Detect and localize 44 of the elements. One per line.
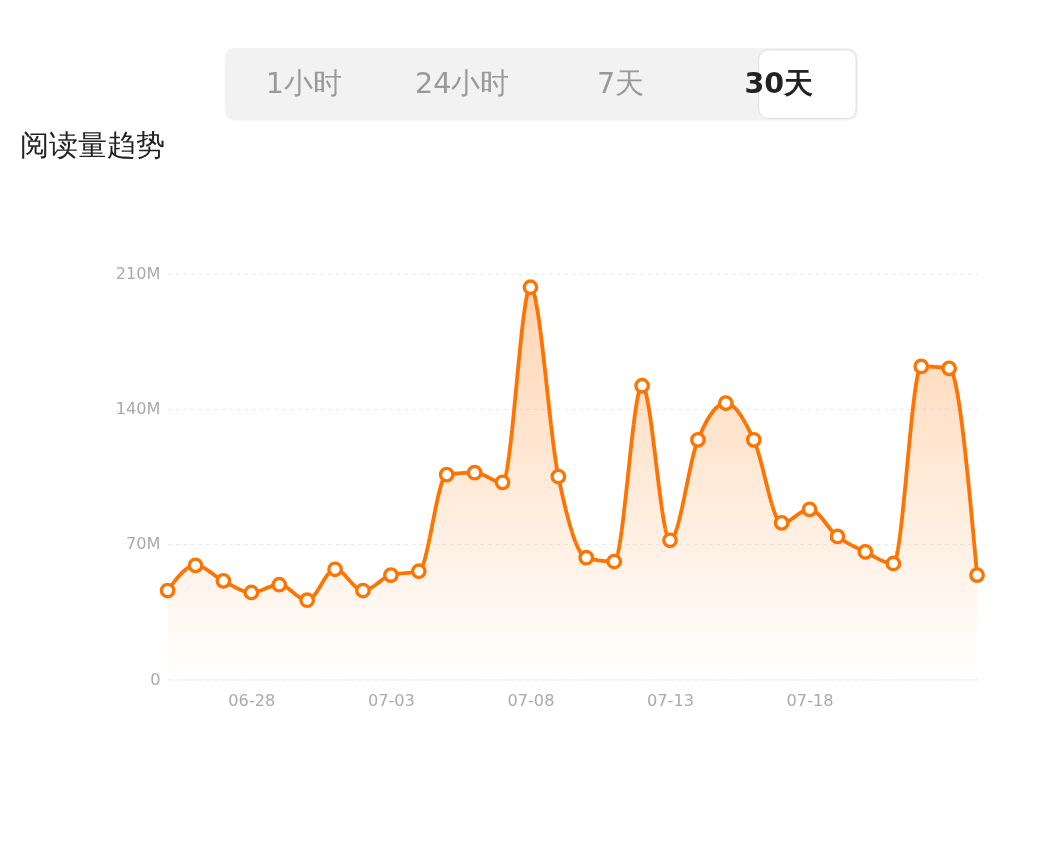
point <box>745 431 762 448</box>
point <box>550 468 567 485</box>
x-tick-label: 07-08 <box>507 690 555 710</box>
point <box>885 555 902 572</box>
text: 24小时 <box>415 65 510 100</box>
point <box>215 572 232 589</box>
point <box>578 549 595 566</box>
point <box>243 584 260 601</box>
point <box>717 395 734 411</box>
point <box>829 528 846 545</box>
x-tick-label: 07-03 <box>367 690 415 710</box>
point <box>327 561 343 578</box>
chart-title: 阅读量趋势 <box>19 127 165 162</box>
point <box>522 279 539 296</box>
x-tick-label: 07-18 <box>786 690 834 710</box>
point <box>187 557 204 574</box>
point <box>299 592 316 609</box>
point <box>801 501 818 518</box>
point <box>494 474 511 491</box>
x-tick-label: 06-28 <box>228 690 276 710</box>
text: 30天 <box>744 65 814 100</box>
point <box>410 563 427 580</box>
text: 1小时 <box>265 65 343 100</box>
point <box>271 576 288 593</box>
point <box>941 360 958 377</box>
text: 7天 <box>596 65 645 100</box>
x-tick-label: 07-13 <box>647 690 694 710</box>
point <box>690 431 706 448</box>
point <box>969 567 985 583</box>
point <box>383 567 399 583</box>
y-tick-label: 0 <box>150 669 161 689</box>
y-tick-label: 70M <box>125 534 161 554</box>
point <box>857 544 874 560</box>
point <box>355 582 371 599</box>
point <box>606 553 623 570</box>
point <box>159 582 176 599</box>
point <box>773 515 790 531</box>
point <box>662 532 678 549</box>
point <box>438 466 455 483</box>
point <box>634 377 650 394</box>
point <box>466 464 483 481</box>
y-tick-label: 140M <box>115 399 161 419</box>
y-tick-label: 210M <box>115 263 161 283</box>
point <box>913 358 930 375</box>
